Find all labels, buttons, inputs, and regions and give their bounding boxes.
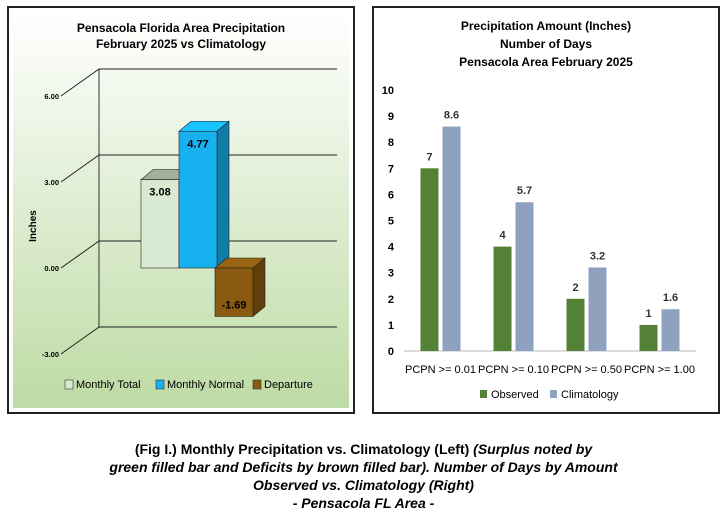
y-tick-label: 9 — [388, 111, 394, 123]
bar-departure — [214, 257, 266, 318]
caption-line-1: (Fig I.) Monthly Precipitation vs. Clima… — [0, 440, 727, 458]
legend-swatch — [64, 379, 74, 390]
bar-data-label: 8.6 — [444, 110, 459, 122]
bar-observed — [493, 246, 512, 351]
gridline — [60, 326, 337, 355]
caption-line1-italic: (Surplus noted by — [473, 441, 593, 457]
bar-data-label: 4.77 — [187, 138, 208, 150]
y-tick-label: 7 — [388, 163, 394, 175]
bar-data-label: 5.7 — [517, 185, 532, 197]
bar-front-face — [214, 267, 254, 317]
legend-swatch — [252, 379, 262, 390]
bar-data-label: 1.6 — [663, 292, 678, 304]
legend-label: Monthly Total — [76, 379, 141, 391]
y-tick-label: 3 — [388, 268, 394, 280]
legend-label: Observed — [491, 389, 539, 401]
right-chart-title-line2: Number of Days — [500, 37, 592, 51]
y-tick-label: 0 — [388, 346, 394, 358]
bar-data-label: 1 — [645, 308, 651, 320]
x-category-label: PCPN >= 0.01 — [405, 364, 476, 376]
gridline — [60, 240, 337, 269]
caption-line-4: - Pensacola FL Area - — [292, 495, 435, 511]
right-chart-panel: Precipitation Amount (Inches) Number of … — [372, 6, 720, 414]
gridline — [60, 154, 337, 183]
bar-observed — [639, 324, 658, 351]
caption-line1-bold: (Fig I.) Monthly Precipitation vs. Clima… — [134, 441, 474, 457]
y-tick-label: 4 — [388, 242, 395, 254]
y-tick-label: 10 — [382, 85, 394, 97]
x-category-label: PCPN >= 0.10 — [478, 364, 549, 376]
bar-front-face — [140, 179, 180, 269]
y-tick-label: 0.00 — [44, 264, 59, 273]
legend-swatch — [550, 390, 557, 398]
y-tick-label: 8 — [388, 137, 394, 149]
legend-swatch — [155, 379, 165, 390]
y-tick-label: -3.00 — [42, 350, 59, 359]
y-tick-label: 3.00 — [44, 178, 59, 187]
y-tick-label: 6.00 — [44, 92, 59, 101]
bar-climatology — [515, 202, 534, 351]
legend-swatch — [480, 390, 487, 398]
bar-side-face — [216, 120, 230, 269]
right-chart-title-line1: Precipitation Amount (Inches) — [461, 19, 631, 33]
gridline — [60, 68, 337, 97]
bar-observed — [566, 298, 585, 351]
bar-data-label: 3.08 — [149, 187, 170, 199]
bar-data-label: 4 — [499, 230, 506, 242]
left-chart-title-line1: Pensacola Florida Area Precipitation — [77, 21, 285, 35]
left-chart-panel: Pensacola Florida Area Precipitation Feb… — [7, 6, 355, 414]
bar-observed — [420, 168, 439, 351]
x-category-label: PCPN >= 1.00 — [624, 364, 695, 376]
y-tick-label: 2 — [388, 294, 394, 306]
bar-climatology — [442, 126, 461, 351]
precipitation-3d-bar-chart: Pensacola Florida Area Precipitation Feb… — [13, 12, 349, 408]
caption-line-3: Observed vs. Climatology (Right) — [253, 477, 474, 493]
legend-label: Departure — [264, 379, 313, 391]
left-y-axis-label: Inches — [28, 210, 39, 242]
bar-data-label: 3.2 — [590, 250, 605, 262]
bar-data-label: 2 — [572, 282, 578, 294]
legend-label: Monthly Normal — [167, 379, 244, 391]
bar-monthly-normal — [178, 120, 230, 269]
legend-label: Climatology — [561, 389, 619, 401]
y-tick-label: 6 — [388, 189, 394, 201]
caption-line-2: green filled bar and Deficits by brown f… — [109, 459, 618, 475]
figure-caption: (Fig I.) Monthly Precipitation vs. Clima… — [0, 440, 727, 512]
bar-climatology — [588, 267, 607, 351]
y-tick-label: 5 — [388, 216, 394, 228]
y-tick-label: 1 — [388, 320, 394, 332]
left-chart-title-line2: February 2025 vs Climatology — [96, 37, 266, 51]
bar-data-label: -1.69 — [221, 299, 246, 311]
days-by-amount-bar-chart: Precipitation Amount (Inches) Number of … — [382, 19, 696, 401]
bar-front-face — [178, 130, 218, 269]
x-category-label: PCPN >= 0.50 — [551, 364, 622, 376]
right-chart-title-line3: Pensacola Area February 2025 — [459, 55, 633, 69]
bar-climatology — [661, 309, 680, 351]
bar-data-label: 7 — [426, 151, 432, 163]
